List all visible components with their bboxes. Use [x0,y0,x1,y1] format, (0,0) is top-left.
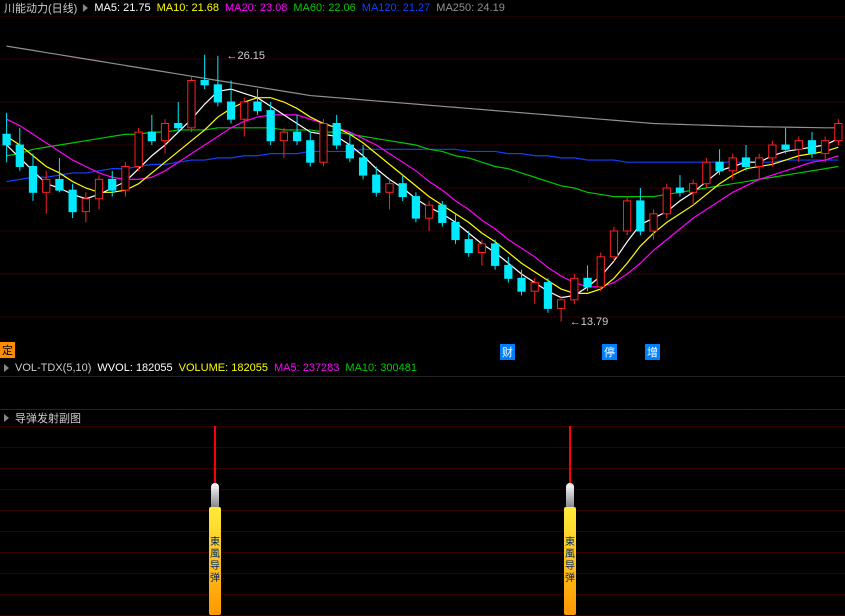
missile-label: 東風导弹 [209,507,221,615]
missile-marker: 東風导弹 [564,426,576,615]
missile-marker: 東風导弹 [209,426,221,615]
volume-header: VOL-TDX(5,10) WVOL: 182055 VOLUME: 18205… [0,360,845,376]
vol-volume: VOLUME: 182055 [179,362,268,374]
ma120-label: MA120: 21.27 [362,2,431,14]
event-marker[interactable]: 增 [645,344,660,360]
vol-title: VOL-TDX(5,10) [15,362,91,374]
volume-dropdown-chevron[interactable] [4,364,9,372]
candlestick-chart[interactable] [0,16,845,360]
aux-gridline [0,447,845,448]
aux-gridline [0,468,845,469]
aux-gridline [0,594,845,595]
price-header: 川能动力(日线) MA5: 21.75 MA10: 21.68 MA20: 23… [0,0,845,16]
vol-ma5: MA5: 237283 [274,362,339,374]
ma10-label: MA10: 21.68 [157,2,219,14]
price-chart-panel: 川能动力(日线) MA5: 21.75 MA10: 21.68 MA20: 23… [0,0,845,360]
aux-indicator-panel: 导弹发射副图 東風导弹 東風导弹 [0,410,845,615]
vol-wvol: WVOL: 182055 [97,362,172,374]
vol-ma10: MA10: 300481 [345,362,417,374]
aux-gridline [0,552,845,553]
aux-header: 导弹发射副图 [0,410,845,426]
missile-label: 東風导弹 [564,507,576,615]
aux-gridline [0,531,845,532]
aux-gridline [0,573,845,574]
volume-panel: VOL-TDX(5,10) WVOL: 182055 VOLUME: 18205… [0,360,845,410]
aux-gridline [0,510,845,511]
aux-gridline [0,489,845,490]
event-marker[interactable]: 财 [500,344,515,360]
ma20-label: MA20: 23.08 [225,2,287,14]
ma60-label: MA60: 22.06 [293,2,355,14]
event-marker[interactable]: 停 [602,344,617,360]
aux-gridline [0,426,845,427]
aux-title: 导弹发射副图 [15,410,81,426]
stock-title: 川能动力(日线) [4,0,77,16]
aux-chart[interactable]: 東風导弹 東風导弹 [0,426,845,615]
volume-chart[interactable] [0,376,845,410]
ma5-label: MA5: 21.75 [94,2,150,14]
price-dropdown-chevron[interactable] [83,4,88,12]
ma250-label: MA250: 24.19 [436,2,505,14]
aux-dropdown-chevron[interactable] [4,414,9,422]
